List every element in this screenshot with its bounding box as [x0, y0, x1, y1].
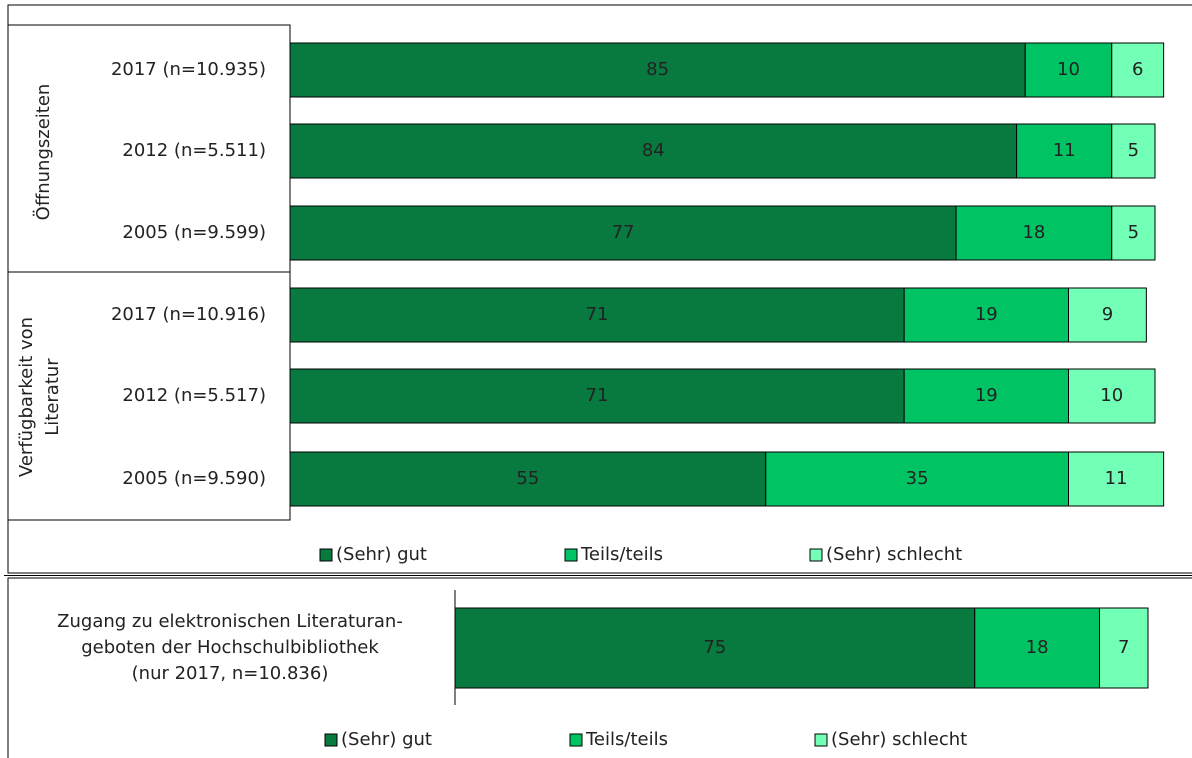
data-label: 9	[1102, 304, 1113, 325]
data-label: 35	[906, 468, 929, 489]
data-label: 10	[1057, 59, 1080, 80]
bar-segment	[289, 287, 905, 343]
bar-segment	[1016, 123, 1113, 179]
bar-segment	[903, 287, 1070, 343]
category-label: 2012 (n=5.511)	[122, 140, 266, 161]
data-label: 18	[1022, 222, 1045, 243]
data-label: 18	[1026, 637, 1049, 658]
data-label: 71	[586, 385, 609, 406]
legend-label: (Sehr) schlecht	[831, 729, 967, 750]
data-label: 19	[975, 385, 998, 406]
category-label: Zugang zu elektronischen Literaturan- ge…	[57, 611, 403, 684]
data-label: 55	[516, 468, 539, 489]
data-label: 5	[1128, 140, 1139, 161]
bar-segment	[765, 451, 1069, 507]
data-label: 19	[975, 304, 998, 325]
bar-segment	[1111, 123, 1156, 179]
data-label: 11	[1053, 140, 1076, 161]
bar-segment	[1111, 42, 1165, 98]
legend-swatch	[319, 548, 333, 562]
bar-segment	[1098, 607, 1149, 689]
bar-segment	[289, 368, 905, 424]
category-label: 2017 (n=10.935)	[111, 59, 266, 80]
data-label: 10	[1100, 385, 1123, 406]
legend-label: (Sehr) gut	[341, 729, 432, 750]
legend-swatch	[569, 733, 583, 747]
legend-label: Teils/teils	[580, 544, 663, 565]
data-label: 71	[586, 304, 609, 325]
panel-frame	[7, 577, 1192, 758]
bar-segment	[1068, 287, 1147, 343]
bar-segment	[289, 205, 957, 261]
legend-swatch	[809, 548, 823, 562]
group-label: Öffnungszeiten	[33, 83, 54, 220]
data-label: 11	[1105, 468, 1128, 489]
bar-segment	[1024, 42, 1113, 98]
category-label: 2005 (n=9.599)	[122, 222, 266, 243]
legend-swatch	[564, 548, 578, 562]
bar-segment	[1111, 205, 1156, 261]
legend-swatch	[324, 733, 338, 747]
data-label: 85	[646, 59, 669, 80]
legend-label: Teils/teils	[585, 729, 668, 750]
category-label: 2017 (n=10.916)	[111, 304, 266, 325]
data-label: 5	[1128, 222, 1139, 243]
bar-segment	[1068, 368, 1156, 424]
bar-segment	[955, 205, 1113, 261]
category-label: 2005 (n=9.590)	[122, 468, 266, 489]
legend-label: (Sehr) gut	[336, 544, 427, 565]
data-label: 6	[1132, 59, 1143, 80]
bar-segment	[289, 123, 1018, 179]
bar-segment	[903, 368, 1070, 424]
data-label: 84	[642, 140, 665, 161]
bar-segment	[289, 451, 767, 507]
legend-label: (Sehr) schlecht	[826, 544, 962, 565]
bar-segment	[454, 607, 976, 689]
group-label: Verfügbarkeit von Literatur	[16, 316, 63, 478]
data-label: 77	[612, 222, 635, 243]
bar-segment	[1068, 451, 1165, 507]
data-label: 7	[1118, 637, 1129, 658]
category-label: 2012 (n=5.517)	[122, 385, 266, 406]
data-label: 75	[703, 637, 726, 658]
legend-swatch	[814, 733, 828, 747]
